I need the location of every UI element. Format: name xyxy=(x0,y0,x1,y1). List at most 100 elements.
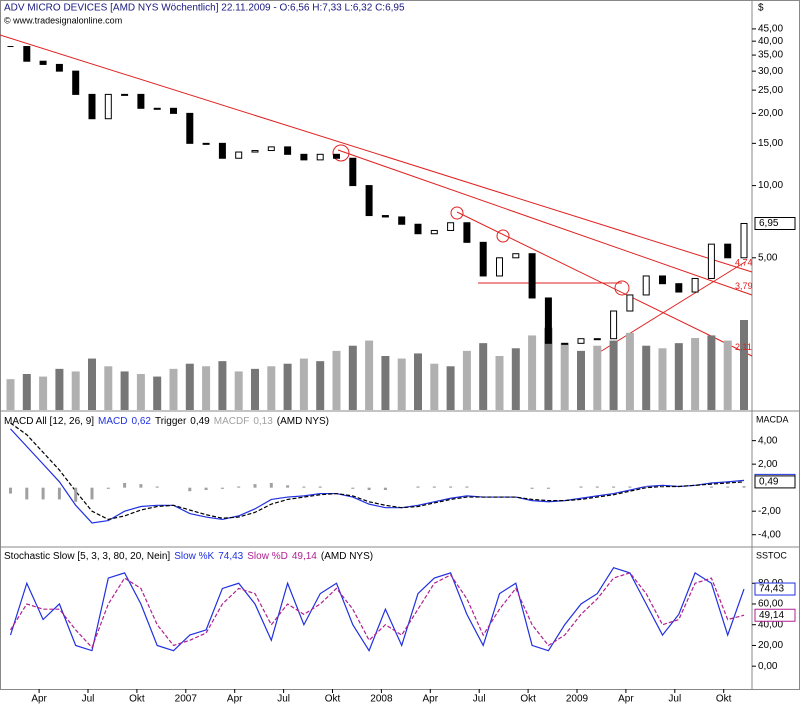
series-line xyxy=(10,428,745,524)
volume-bar xyxy=(316,361,325,410)
x-tick-label: Okt xyxy=(129,694,145,705)
candle xyxy=(153,107,161,110)
x-tick-label: Apr xyxy=(618,694,634,705)
trendline xyxy=(0,34,753,273)
candle xyxy=(593,338,601,341)
x-tick-label: Okt xyxy=(325,694,341,705)
volume-bar xyxy=(544,327,553,410)
candle xyxy=(88,93,96,120)
candle xyxy=(104,93,112,120)
candle xyxy=(251,150,259,153)
legend-item: 74,43 xyxy=(218,551,243,562)
series-line xyxy=(10,422,745,521)
legend-item: Slow %D xyxy=(247,551,288,562)
candle xyxy=(659,275,666,285)
volume-bar xyxy=(6,379,15,410)
volume-bar xyxy=(88,358,96,410)
y-tick-label: 2,00 xyxy=(758,459,778,470)
volume-bar xyxy=(169,368,178,410)
chart-title: ADV MICRO DEVICES [AMD NYS Wöchentlich] … xyxy=(4,3,405,14)
series-line xyxy=(9,572,745,649)
marker-circle xyxy=(332,144,350,162)
volume-bar xyxy=(511,348,520,410)
x-tick-label: Okt xyxy=(520,694,536,705)
candle xyxy=(447,222,455,231)
legend: Stochastic Slow [5, 3, 3, 80, 20, Nein] S… xyxy=(4,551,373,562)
value-tag-label: 6,95 xyxy=(759,218,779,229)
y-tick-label: -2,00 xyxy=(758,506,781,517)
x-tick-label: Apr xyxy=(423,694,439,705)
marker-circle xyxy=(450,206,464,220)
y-tick-label: 20,00 xyxy=(758,640,783,651)
y-tick-label: 40,00 xyxy=(758,36,783,47)
volume-bar xyxy=(577,350,585,410)
candle xyxy=(740,222,748,259)
legend-item: MACDF xyxy=(214,416,250,427)
legend-item: MACD All [12, 26, 9] xyxy=(4,416,94,427)
volume-bar xyxy=(495,356,504,410)
candle xyxy=(349,157,357,187)
y-tick-label: 25,00 xyxy=(758,85,783,96)
annotation: 4,74 xyxy=(735,258,753,268)
candle xyxy=(235,151,243,159)
candle xyxy=(577,338,585,344)
y-tick-label: -4,00 xyxy=(758,529,781,540)
volume-bar xyxy=(446,366,455,410)
candle xyxy=(333,153,340,159)
volume-bar xyxy=(120,371,129,410)
candle xyxy=(479,241,487,277)
candle xyxy=(284,146,292,155)
volume-bar xyxy=(723,340,732,410)
value-tag-label: 0,49 xyxy=(759,477,779,488)
volume-bar xyxy=(299,358,308,410)
candle xyxy=(365,185,373,217)
candle xyxy=(691,277,699,293)
volume-bar xyxy=(707,335,716,410)
legend-item: Slow %K xyxy=(174,551,214,562)
x-tick-label: Apr xyxy=(227,694,243,705)
value-tag xyxy=(754,582,796,596)
candle xyxy=(381,215,389,218)
candle xyxy=(561,342,569,345)
series-line xyxy=(9,566,745,652)
candle xyxy=(218,142,226,159)
volume-bar xyxy=(560,343,569,410)
candle xyxy=(642,275,650,296)
candle xyxy=(300,153,308,161)
x-tick-label: Jul xyxy=(277,694,290,705)
marker-circle xyxy=(614,280,630,296)
volume-bar xyxy=(267,366,276,410)
candle xyxy=(496,257,503,277)
trendline xyxy=(337,149,753,296)
value-tag xyxy=(754,216,796,230)
candle xyxy=(528,253,536,299)
legend-item: (AMD NYS) xyxy=(277,416,329,427)
y-tick-label: 15,00 xyxy=(758,138,783,149)
candle xyxy=(675,283,683,293)
candle xyxy=(463,222,471,243)
candle xyxy=(610,310,618,340)
volume-bar xyxy=(528,335,537,410)
y-tick-label: 30,00 xyxy=(758,66,783,77)
volume-bar xyxy=(674,343,683,410)
volume-bar xyxy=(740,320,748,410)
volume-bar xyxy=(691,338,700,410)
unit-label: $ xyxy=(758,3,764,14)
y-tick-label: 4,00 xyxy=(758,435,778,446)
trendline xyxy=(594,261,746,356)
x-tick-label: 2008 xyxy=(370,694,393,705)
volume-bar xyxy=(153,376,162,410)
candle xyxy=(707,243,715,279)
volume-bar xyxy=(234,371,243,410)
x-tick-label: Jul xyxy=(82,694,95,705)
candle xyxy=(414,223,422,235)
y-tick-label: 45,00 xyxy=(758,24,783,35)
legend-item: (AMD NYS) xyxy=(321,551,373,562)
candle xyxy=(186,112,194,144)
candle xyxy=(316,153,324,161)
volume-bar xyxy=(348,345,357,410)
candle xyxy=(137,93,145,109)
candle xyxy=(544,297,552,344)
y-tick-label: 60,00 xyxy=(758,599,783,610)
